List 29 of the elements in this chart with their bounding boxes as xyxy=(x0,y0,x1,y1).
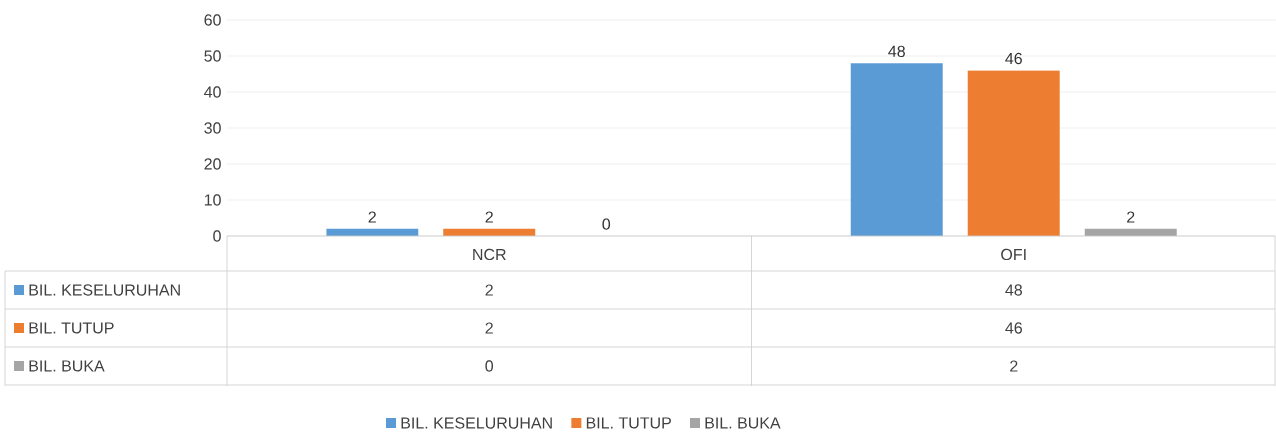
y-tick-label: 30 xyxy=(204,122,221,134)
text: 0 xyxy=(602,218,611,230)
legend-label: BIL. BUKA xyxy=(705,417,781,429)
data-label: 2 xyxy=(1010,360,1018,372)
y-tick-label: 20 xyxy=(204,158,221,170)
y-tick-label: 40 xyxy=(204,86,221,98)
data-label: 2 xyxy=(485,284,493,296)
y-tick-label: 60 xyxy=(204,14,221,26)
legend-label: BIL. KESELURUHAN xyxy=(29,284,180,296)
data-label: 0 xyxy=(485,360,494,372)
text: 48 xyxy=(888,45,905,57)
text: BIL. TUTUP xyxy=(29,322,114,334)
text: 46 xyxy=(1005,52,1022,65)
text: 2 xyxy=(368,211,376,223)
text: BIL. KESELURUHAN xyxy=(401,417,552,429)
text: BIL. BUKA xyxy=(29,360,105,372)
data-label: 46 xyxy=(1005,322,1022,334)
data-label: 2 xyxy=(485,322,493,334)
legend-label: BIL. TUTUP xyxy=(586,417,671,429)
bar xyxy=(967,70,1060,236)
x-tick-label: OFI xyxy=(1001,248,1026,261)
y-tick-label: 10 xyxy=(204,194,221,206)
text: 2 xyxy=(485,211,493,223)
y-tick-label: 50 xyxy=(204,50,221,62)
text: 2 xyxy=(1127,211,1135,223)
y-tick-label: 0 xyxy=(213,230,221,242)
data-label: 48 xyxy=(1005,284,1022,296)
x-tick-label: NCR xyxy=(473,248,506,261)
bar xyxy=(850,63,943,236)
